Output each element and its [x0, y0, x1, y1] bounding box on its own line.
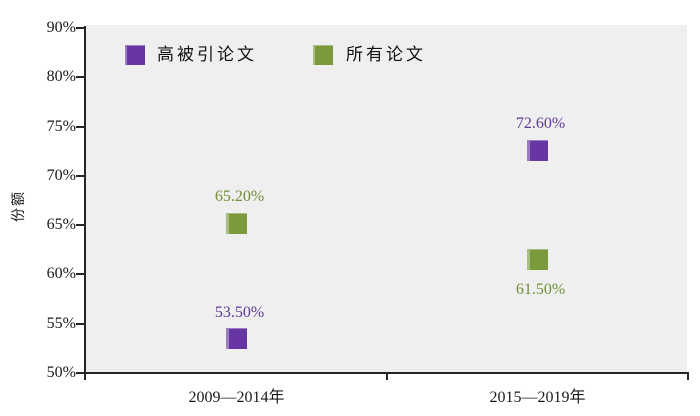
plot-area — [86, 25, 687, 373]
y-tick-label: 60% — [46, 265, 76, 283]
y-tick-label: 50% — [46, 364, 76, 381]
y-tick-label: 70% — [46, 166, 76, 184]
data-point-marker — [527, 139, 548, 161]
data-point-label: 72.60% — [515, 115, 566, 133]
x-tick — [84, 374, 86, 380]
x-category-label: 2009—2014年 — [188, 389, 285, 406]
y-tick-label: 90% — [46, 19, 76, 36]
y-axis-line — [84, 26, 86, 374]
data-point-label: 53.50% — [214, 303, 265, 321]
y-tick-label: 55% — [46, 314, 76, 332]
data-point-marker — [226, 328, 247, 349]
data-point-marker — [527, 249, 548, 271]
data-point-marker — [226, 212, 247, 234]
y-tick — [76, 125, 84, 128]
y-tick — [76, 273, 84, 276]
legend-label-highly-cited-papers: 高被引论文 — [157, 45, 257, 64]
legend-swatch-highly-cited-papers — [125, 45, 145, 65]
x-tick — [687, 374, 689, 380]
y-tick-label: 65% — [46, 216, 76, 234]
y-tick — [76, 372, 84, 374]
x-category-label: 2015—2019年 — [489, 389, 586, 406]
data-point-label: 65.20% — [214, 188, 265, 206]
data-point-label: 61.50% — [515, 280, 566, 298]
y-tick-label: 80% — [46, 68, 76, 86]
y-tick — [76, 76, 84, 79]
x-tick — [385, 374, 388, 380]
y-tick — [76, 322, 84, 325]
x-axis-line — [83, 372, 689, 374]
legend-swatch-all-papers — [313, 45, 333, 65]
legend-label-all-papers: 所有论文 — [346, 45, 426, 64]
y-tick — [76, 27, 84, 29]
y-tick — [76, 224, 84, 227]
y-tick-label: 75% — [46, 117, 76, 135]
y-tick — [76, 174, 84, 177]
